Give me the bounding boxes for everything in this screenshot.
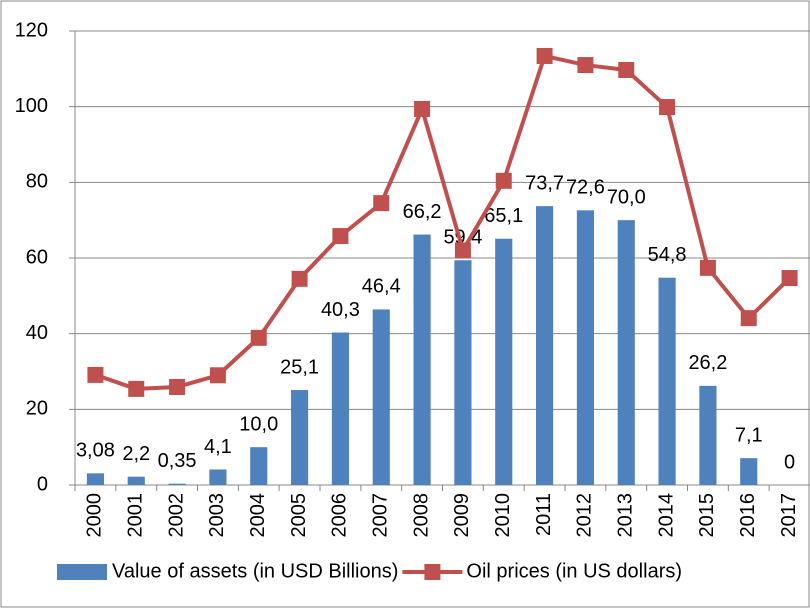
marker bbox=[209, 367, 226, 384]
marker bbox=[291, 270, 308, 287]
data-label: 72,6 bbox=[566, 177, 605, 199]
y-tick-label: 60 bbox=[26, 246, 48, 268]
y-tick-label: 20 bbox=[26, 398, 48, 420]
x-tick-label: 2013 bbox=[615, 493, 637, 538]
x-tick-label: 2016 bbox=[737, 493, 759, 538]
data-label: 0 bbox=[784, 451, 795, 473]
marker bbox=[781, 270, 798, 287]
x-tick-label: 2017 bbox=[778, 493, 800, 538]
y-tick-label: 0 bbox=[37, 473, 48, 495]
legend-label: Value of assets (in USD Billions) bbox=[112, 560, 398, 582]
bar bbox=[576, 210, 594, 485]
bar bbox=[740, 458, 758, 485]
x-tick-label: 2003 bbox=[206, 493, 228, 538]
marker bbox=[577, 57, 594, 74]
data-label: 46,4 bbox=[362, 276, 401, 298]
x-tick-label: 2008 bbox=[410, 493, 432, 538]
bar bbox=[291, 390, 309, 485]
bar bbox=[536, 206, 554, 485]
data-label: 2,2 bbox=[122, 443, 150, 465]
marker bbox=[373, 195, 390, 212]
y-tick-label: 120 bbox=[15, 19, 48, 41]
bar bbox=[495, 238, 513, 485]
bar bbox=[454, 260, 472, 485]
bar bbox=[658, 277, 676, 485]
data-label: 26,2 bbox=[688, 352, 727, 374]
x-tick-label: 2005 bbox=[288, 493, 310, 538]
legend-swatch bbox=[57, 564, 107, 580]
legend-label: Oil prices (in US dollars) bbox=[466, 560, 682, 582]
data-label: 3,08 bbox=[76, 440, 115, 462]
marker bbox=[536, 47, 553, 64]
marker bbox=[699, 259, 716, 276]
marker bbox=[740, 310, 757, 327]
data-label: 7,1 bbox=[735, 424, 763, 446]
y-tick-label: 100 bbox=[15, 95, 48, 117]
bar bbox=[209, 469, 227, 485]
marker bbox=[495, 172, 512, 189]
marker bbox=[454, 242, 471, 259]
marker bbox=[659, 99, 676, 116]
data-label: 4,1 bbox=[204, 436, 232, 458]
bar bbox=[168, 483, 186, 485]
x-tick-label: 2011 bbox=[533, 493, 555, 536]
bar bbox=[413, 234, 431, 485]
data-label: 54,8 bbox=[648, 244, 687, 266]
data-label: 65,1 bbox=[484, 205, 523, 227]
marker bbox=[128, 380, 145, 397]
bar bbox=[699, 385, 717, 485]
x-tick-label: 2015 bbox=[696, 493, 718, 538]
x-tick-label: 2010 bbox=[492, 493, 514, 538]
bar bbox=[617, 220, 635, 485]
data-label: 70,0 bbox=[607, 186, 646, 208]
data-label: 66,2 bbox=[403, 201, 442, 223]
x-tick-label: 2001 bbox=[125, 493, 147, 538]
marker bbox=[250, 329, 267, 346]
bar bbox=[372, 309, 390, 485]
marker bbox=[618, 61, 635, 78]
x-tick-label: 2009 bbox=[451, 493, 473, 538]
x-tick-label: 2002 bbox=[165, 493, 187, 538]
marker bbox=[414, 100, 431, 117]
y-tick-label: 40 bbox=[26, 322, 48, 344]
bar bbox=[127, 476, 145, 485]
x-tick-label: 2004 bbox=[247, 493, 269, 538]
x-tick-label: 2014 bbox=[655, 493, 677, 538]
data-label: 40,3 bbox=[321, 299, 360, 321]
x-tick-label: 2007 bbox=[370, 493, 392, 538]
marker bbox=[332, 228, 349, 245]
bar bbox=[86, 473, 104, 485]
marker bbox=[169, 379, 186, 396]
marker bbox=[87, 366, 104, 383]
legend-swatch bbox=[424, 564, 441, 580]
data-label: 10,0 bbox=[239, 413, 278, 435]
data-label: 0,35 bbox=[158, 450, 197, 472]
x-tick-label: 2006 bbox=[329, 493, 351, 538]
y-tick-label: 80 bbox=[26, 171, 48, 193]
x-tick-label: 2012 bbox=[574, 493, 596, 538]
bar bbox=[250, 447, 268, 485]
data-label: 25,1 bbox=[280, 356, 319, 378]
bar bbox=[331, 332, 349, 485]
x-tick-label: 2000 bbox=[84, 493, 106, 538]
data-label: 73,7 bbox=[525, 172, 564, 194]
